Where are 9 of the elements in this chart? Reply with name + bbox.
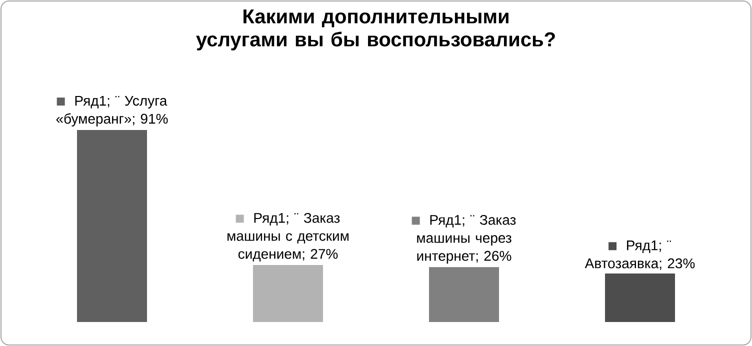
chart-title: Какими дополнительными услугами вы бы воспользовались? <box>196 10 555 50</box>
data-label: Ряд1; ¨ Заказ машины через интернет; 26% <box>417 214 516 264</box>
data-label: Ряд1; ¨ Автозаявка; 23% <box>584 240 695 270</box>
data-label: Ряд1; ¨ Услуга «бумеранг»; 91% <box>56 96 168 126</box>
bar <box>253 265 324 322</box>
data-label: Ряд1; ¨ Заказ машины с детским сидением; 27% <box>228 212 349 262</box>
bar <box>605 273 676 322</box>
bar <box>77 130 148 322</box>
bar <box>429 267 500 322</box>
